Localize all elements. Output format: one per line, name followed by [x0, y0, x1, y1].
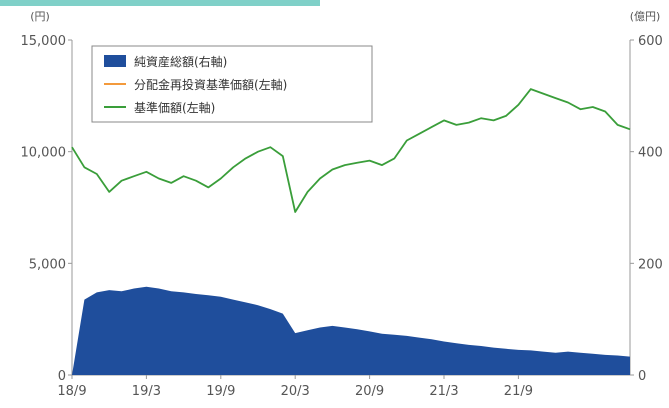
series-area-net-assets — [72, 286, 630, 375]
x-tick-label: 20/3 — [281, 384, 310, 399]
left-tick-label: 15,000 — [21, 34, 67, 49]
x-tick-label: 18/9 — [57, 384, 86, 399]
legend-label-nav: 基準価額(左軸) — [134, 100, 215, 115]
right-tick-label: 400 — [638, 146, 663, 161]
x-tick-label: 19/9 — [206, 384, 235, 399]
x-axis-ticks: 18/9 19/3 19/9 20/3 20/9 21/3 21/9 — [57, 375, 533, 399]
legend-label-reinvested-nav: 分配金再投資基準価額(左軸) — [134, 77, 287, 92]
x-tick-label: 19/3 — [132, 384, 161, 399]
right-axis-ticks: 600 400 200 0 — [630, 34, 663, 384]
right-tick-label: 600 — [638, 34, 663, 49]
right-axis-unit: (億円) — [630, 10, 661, 23]
legend-frame — [91, 45, 373, 123]
legend-label-net-assets: 純資産総額(右軸) — [134, 54, 227, 69]
legend-swatch-net-assets — [104, 55, 126, 67]
left-axis-unit: (円) — [30, 10, 50, 23]
right-tick-label: 200 — [638, 257, 663, 272]
left-tick-label: 0 — [58, 369, 66, 384]
left-axis-ticks: 15,000 10,000 5,000 0 — [21, 34, 72, 384]
right-tick-label: 0 — [638, 369, 646, 384]
series-line-2 — [71, 88, 631, 213]
series-layer — [71, 88, 631, 375]
legend: 純資産総額(右軸) 分配金再投資基準価額(左軸) 基準価額(左軸) — [91, 45, 373, 123]
x-tick-label: 20/9 — [355, 384, 384, 399]
x-tick-label: 21/9 — [504, 384, 533, 399]
left-tick-label: 5,000 — [29, 257, 66, 272]
x-tick-label: 21/3 — [429, 384, 458, 399]
left-tick-label: 10,000 — [21, 146, 67, 161]
header-accent-bar — [0, 0, 320, 6]
